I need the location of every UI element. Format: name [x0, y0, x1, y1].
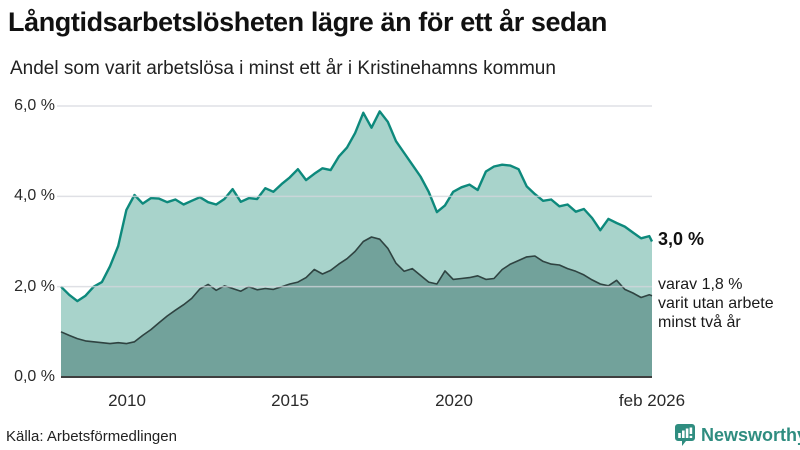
x-axis-label: 2020 — [435, 391, 473, 410]
series-end-value-label: 3,0 % — [658, 229, 705, 249]
annotation-line: varit utan arbete — [658, 295, 774, 312]
newsworthy-logo[interactable]: Newsworthy — [674, 423, 800, 447]
x-axis-label: 2010 — [108, 391, 146, 410]
y-axis-label: 2,0 % — [14, 278, 55, 295]
source-credit: Källa: Arbetsförmedlingen — [6, 428, 177, 445]
y-axis-label: 0,0 % — [14, 368, 55, 385]
annotation-line: varav 1,8 % — [658, 276, 743, 293]
page-title: Långtidsarbetslösheten lägre än för ett … — [8, 7, 607, 37]
series-annotation-note: varav 1,8 % varit utan arbete minst två … — [658, 275, 774, 332]
annotation-line: minst två år — [658, 314, 741, 331]
x-axis-label: 2015 — [271, 391, 309, 410]
y-axis-label: 6,0 % — [14, 97, 55, 114]
newsworthy-logo-icon — [675, 424, 695, 446]
newsworthy-logo-text: Newsworthy — [701, 424, 800, 445]
y-axis-label: 4,0 % — [14, 187, 55, 204]
x-axis-label: feb 2026 — [618, 391, 686, 410]
chart-subtitle: Andel som varit arbetslösa i minst ett å… — [10, 58, 556, 79]
